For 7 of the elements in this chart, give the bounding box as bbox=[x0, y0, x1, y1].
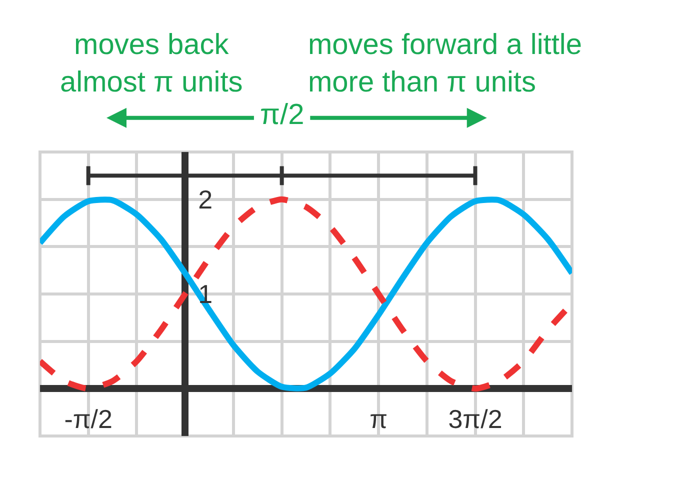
text: moves forward a little more than π units bbox=[308, 29, 582, 99]
x-tick-label: -π/2 bbox=[64, 404, 112, 434]
x-tick-label: π bbox=[370, 404, 388, 434]
text: moves back almost π units bbox=[60, 29, 243, 99]
text: π/2 bbox=[260, 99, 304, 131]
y-tick-label: 2 bbox=[198, 184, 213, 214]
x-tick-label: 3π/2 bbox=[448, 404, 502, 434]
